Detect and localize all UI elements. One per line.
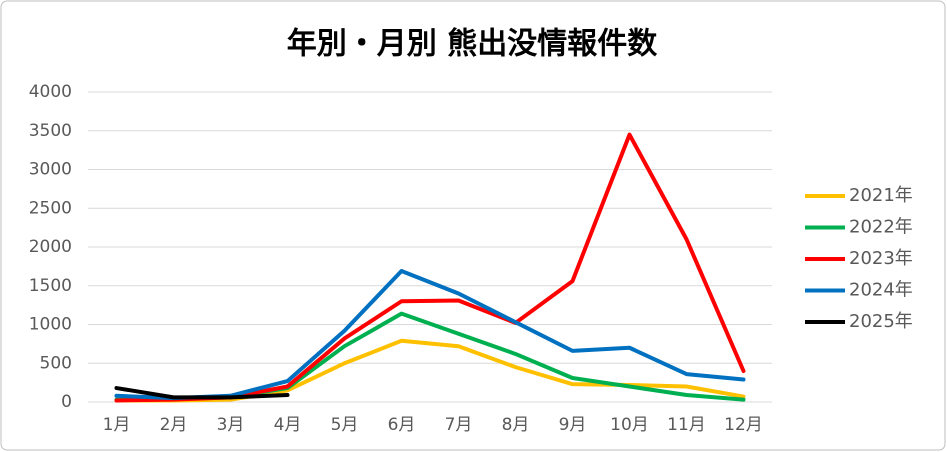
x-tick-label: 1月 — [103, 415, 131, 435]
y-tick-label: 3000 — [29, 160, 72, 180]
x-tick-label: 3月 — [217, 415, 245, 435]
x-tick-label: 5月 — [331, 415, 359, 435]
series-line — [114, 386, 290, 400]
y-tick-label: 3500 — [29, 121, 72, 141]
x-tick-label: 8月 — [502, 415, 530, 435]
legend-label: 2022年 — [849, 217, 913, 238]
y-tick-label: 2500 — [29, 198, 72, 218]
x-tick-label: 9月 — [559, 415, 587, 435]
y-tick-label: 0 — [61, 392, 72, 412]
y-tick-label: 4000 — [29, 82, 72, 102]
x-tick-label: 7月 — [445, 415, 473, 435]
series-line — [114, 338, 746, 403]
x-tick-label: 11月 — [667, 415, 706, 435]
x-tick-label: 12月 — [724, 415, 763, 435]
x-tick-label: 2月 — [160, 415, 188, 435]
x-tick-label: 6月 — [388, 415, 416, 435]
y-tick-label: 1000 — [29, 315, 72, 335]
x-tick-label: 10月 — [610, 415, 649, 435]
x-tick-label: 4月 — [274, 415, 302, 435]
y-tick-label: 1500 — [29, 276, 72, 296]
legend-label: 2025年 — [849, 311, 913, 332]
legend-label: 2023年 — [849, 248, 913, 269]
y-tick-label: 500 — [40, 353, 72, 373]
y-tick-label: 2000 — [29, 237, 72, 257]
chart-title: 年別・月別 熊出没情報件数 — [287, 27, 658, 62]
legend-label: 2021年 — [849, 185, 913, 206]
legend-label: 2024年 — [849, 280, 913, 301]
